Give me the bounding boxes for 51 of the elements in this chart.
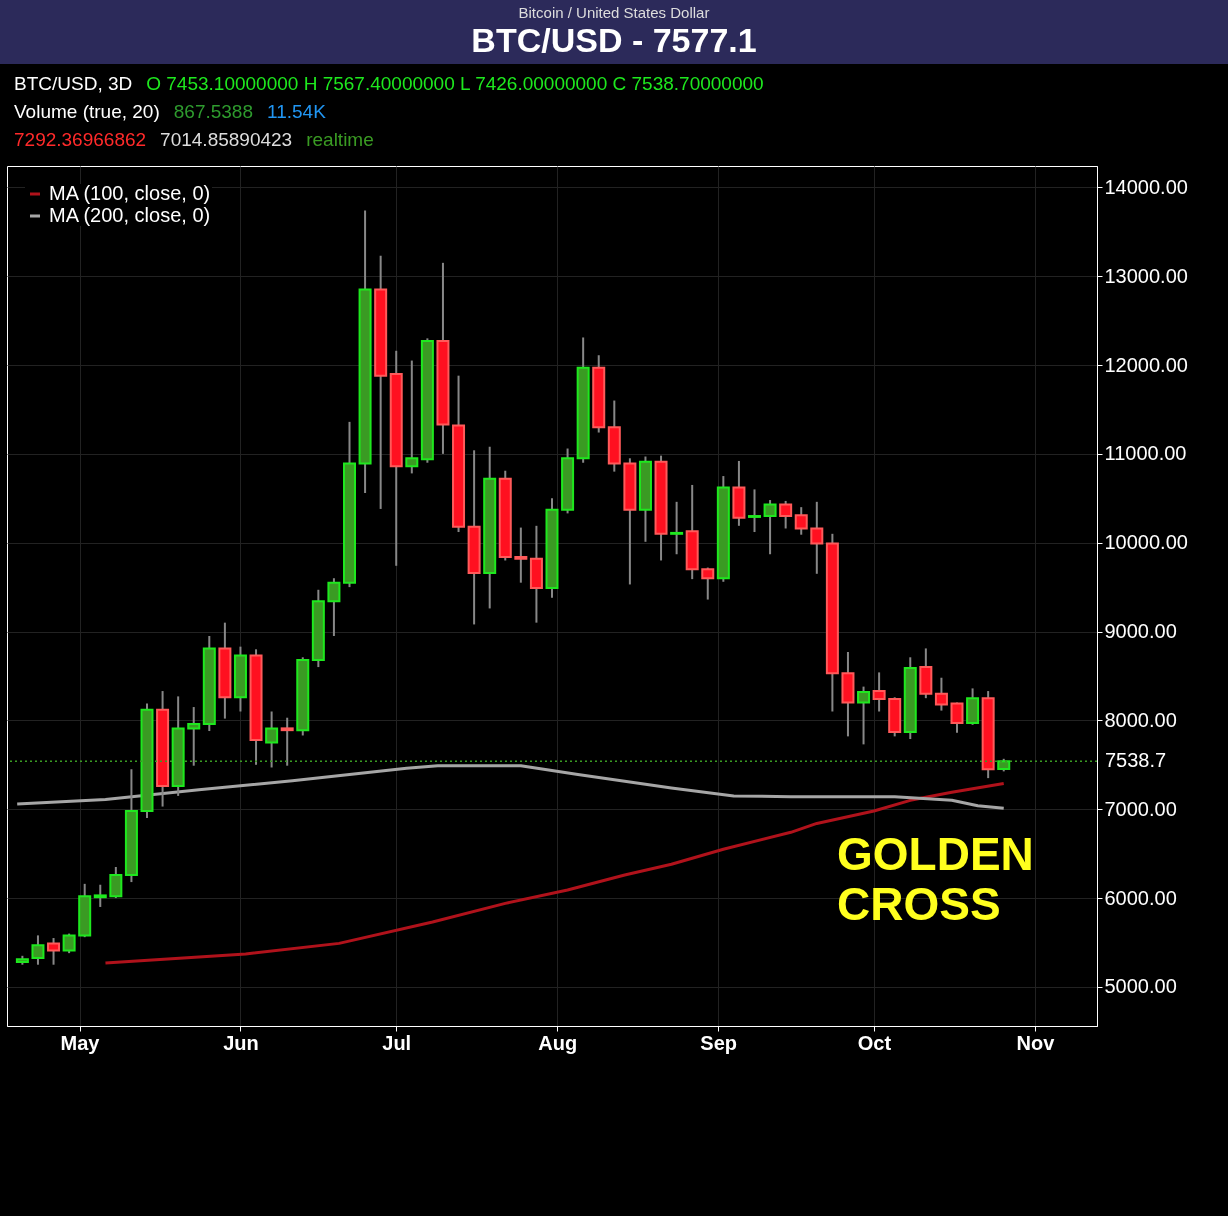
- x-tick-label: Jul: [382, 1031, 412, 1054]
- candlestick: [794, 506, 808, 536]
- candlestick: [950, 701, 964, 734]
- text: O 7453.10000000 H 7567.40000000 L 7426.00000000 C 7538.70000000: [146, 73, 764, 94]
- candlestick: [405, 359, 419, 475]
- x-tick-label: Nov: [1016, 1031, 1056, 1054]
- text: 11.54K: [267, 101, 326, 122]
- candlestick: [109, 865, 123, 900]
- legend-label: MA (100, close, 0): [49, 182, 211, 204]
- legend-label: MA (200, close, 0): [49, 204, 211, 226]
- x-tick-label: Oct: [857, 1031, 892, 1054]
- ref-line-label: 7538.7: [1105, 749, 1167, 772]
- y-tick-label: 9000.00: [1104, 620, 1177, 643]
- candlestick: [934, 676, 948, 712]
- y-tick-label: 6000.00: [1104, 886, 1177, 909]
- candlestick: [857, 685, 871, 746]
- candlestick: [670, 500, 684, 556]
- x-tick-label: Aug: [538, 1031, 578, 1054]
- x-tick-label: May: [60, 1031, 101, 1054]
- y-tick-label: 8000.00: [1104, 708, 1177, 731]
- y-tick-label: 5000.00: [1104, 975, 1177, 998]
- y-tick-label: 11000.00: [1104, 442, 1187, 465]
- candlestick: [810, 500, 824, 575]
- candlestick: [748, 488, 761, 534]
- annotation: GOLDEN CROSS: [837, 828, 1034, 930]
- chart-subtitle: Bitcoin / United States Dollar: [517, 4, 711, 21]
- x-tick-label: Sep: [700, 1031, 737, 1054]
- text: 7292.36966862: [14, 129, 147, 150]
- candlestick: [872, 671, 886, 713]
- candlestick: [280, 716, 294, 767]
- text: realtime: [306, 129, 374, 150]
- text: BTC/USD, 3D: [14, 73, 133, 94]
- y-tick-label: 7000.00: [1104, 797, 1177, 820]
- text: 867.5388: [173, 101, 253, 122]
- candlestick: [779, 499, 793, 530]
- y-tick-label: 13000.00: [1104, 264, 1188, 287]
- line-series: [15, 764, 1006, 810]
- candlestick: [701, 566, 715, 601]
- y-tick-label: 10000.00: [1104, 531, 1188, 554]
- text: Volume (true, 20): [14, 101, 160, 122]
- candlestick: [93, 883, 107, 908]
- candlestick: [47, 937, 61, 966]
- candlestick: [763, 499, 777, 556]
- candlestick: [31, 934, 45, 966]
- y-tick-label: 12000.00: [1104, 353, 1188, 376]
- chart-title: BTC/USD - 7577.1: [470, 21, 758, 60]
- y-tick-label: 14000.00: [1104, 175, 1188, 198]
- candlestick: [327, 577, 341, 637]
- text: 7014.85890423: [160, 129, 293, 150]
- x-tick-label: Jun: [223, 1031, 259, 1054]
- candlestick: [514, 526, 528, 584]
